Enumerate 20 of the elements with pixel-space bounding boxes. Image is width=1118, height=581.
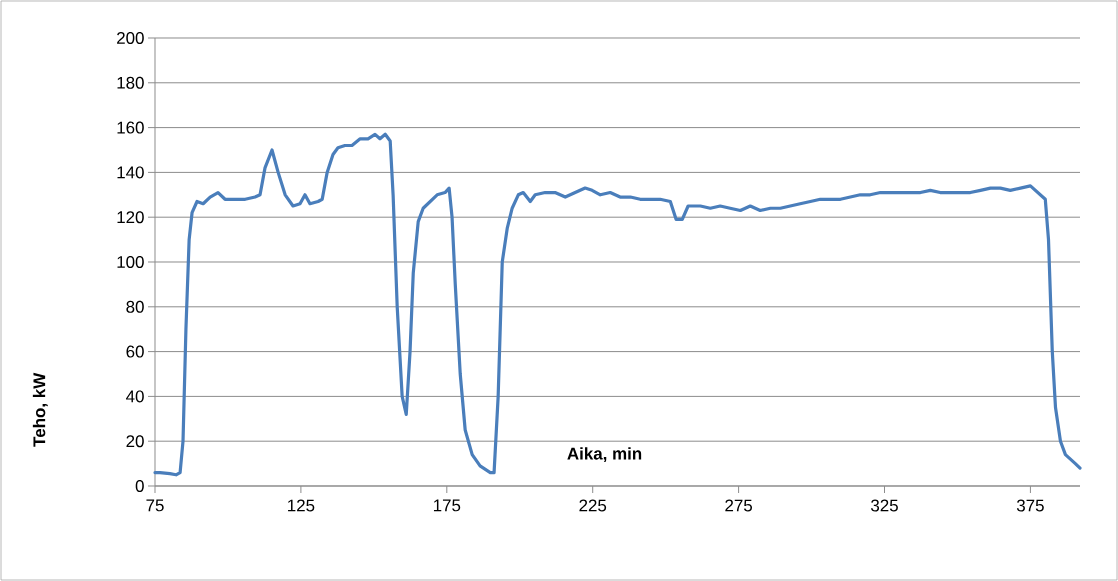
x-tick-label: 125 [288,499,315,512]
x-tick-label: 375 [1016,499,1044,512]
x-tick-label: 325 [871,499,898,512]
y-tick-label: 160 [117,121,144,134]
y-tick-label: 60 [126,345,144,358]
x-axis-title: Aika, min [567,447,642,463]
y-tick-label: 20 [126,435,144,448]
y-tick-label: 120 [117,211,144,224]
y-tick-label: 40 [126,390,144,403]
x-tick-label: 175 [433,499,461,512]
y-tick-label: 80 [126,300,144,313]
x-tick-label: 275 [725,499,753,512]
x-tick-label: 75 [146,499,164,512]
y-axis-title: Teho, kW [32,372,48,447]
x-tick-label: 225 [579,499,607,512]
y-tick-label: 100 [117,256,144,268]
y-tick-label: 180 [117,76,144,89]
y-tick-label: 200 [117,32,144,44]
y-tick-label: 0 [135,480,144,492]
y-tick-label: 140 [117,166,144,179]
